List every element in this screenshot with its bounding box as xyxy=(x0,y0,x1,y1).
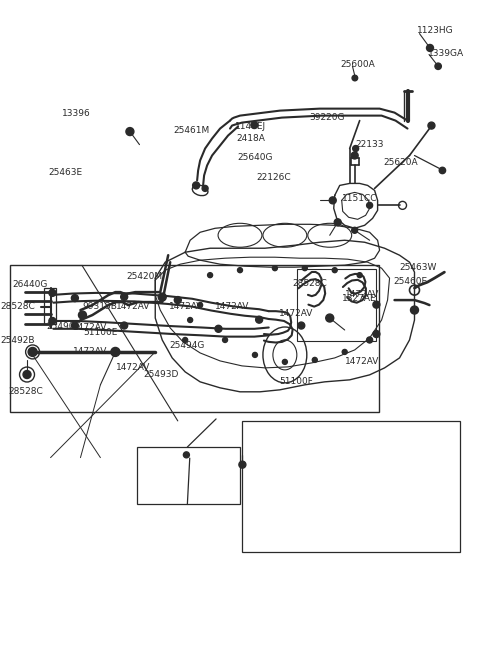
Circle shape xyxy=(357,272,362,278)
Circle shape xyxy=(120,293,128,300)
Circle shape xyxy=(174,297,181,303)
Text: 1472AV: 1472AV xyxy=(345,357,380,366)
Circle shape xyxy=(183,452,190,458)
Circle shape xyxy=(439,167,445,174)
Bar xyxy=(298,269,376,341)
Circle shape xyxy=(367,337,372,343)
Circle shape xyxy=(198,303,203,308)
Circle shape xyxy=(49,290,56,296)
Text: 22133: 22133 xyxy=(355,140,384,149)
Text: 25420M: 25420M xyxy=(126,272,162,281)
Circle shape xyxy=(342,349,347,354)
Circle shape xyxy=(252,352,257,358)
Text: 51100E: 51100E xyxy=(83,328,118,337)
Circle shape xyxy=(239,461,246,468)
Text: 28528C: 28528C xyxy=(0,302,36,311)
Text: 1472AV: 1472AV xyxy=(279,309,313,318)
Text: 1339GA: 1339GA xyxy=(428,48,464,58)
Text: 25461M: 25461M xyxy=(173,126,209,135)
Circle shape xyxy=(373,301,380,308)
Circle shape xyxy=(367,337,372,343)
Text: 1151CC: 1151CC xyxy=(341,194,377,202)
Text: 25463E: 25463E xyxy=(48,168,83,177)
Circle shape xyxy=(435,63,441,69)
Text: 1472AV: 1472AV xyxy=(215,302,250,311)
Text: 1327AE: 1327AE xyxy=(341,293,376,303)
Text: 1472AV: 1472AV xyxy=(345,290,380,299)
Circle shape xyxy=(251,122,258,128)
Text: 1140EJ: 1140EJ xyxy=(235,122,266,131)
Text: 25463W: 25463W xyxy=(399,263,436,272)
Text: 25460E: 25460E xyxy=(393,277,427,286)
Bar xyxy=(242,421,460,552)
Circle shape xyxy=(351,152,358,159)
Text: 51100F: 51100F xyxy=(279,377,313,386)
Circle shape xyxy=(120,322,128,329)
Text: 13396: 13396 xyxy=(62,109,91,118)
Circle shape xyxy=(427,45,433,52)
Text: 99313B: 99313B xyxy=(82,302,117,311)
Text: 1472AV: 1472AV xyxy=(72,346,107,356)
Circle shape xyxy=(373,331,380,337)
Text: 25492B: 25492B xyxy=(0,336,35,345)
Text: 22126C: 22126C xyxy=(257,173,291,182)
Circle shape xyxy=(126,128,134,136)
Circle shape xyxy=(72,295,78,301)
Text: 28528C: 28528C xyxy=(293,278,327,288)
Circle shape xyxy=(352,227,358,233)
Text: 25600A: 25600A xyxy=(340,60,375,69)
Text: 26440G: 26440G xyxy=(12,280,48,289)
Circle shape xyxy=(192,182,200,189)
Circle shape xyxy=(428,122,435,129)
Circle shape xyxy=(352,75,358,81)
Circle shape xyxy=(312,358,317,362)
Text: 25493D: 25493D xyxy=(144,370,179,379)
Bar xyxy=(44,288,56,324)
Circle shape xyxy=(329,197,336,204)
Circle shape xyxy=(207,272,213,278)
Circle shape xyxy=(215,326,222,332)
Circle shape xyxy=(273,266,277,271)
Text: 1472AV: 1472AV xyxy=(116,302,150,311)
Text: 1472AV: 1472AV xyxy=(116,364,150,373)
Circle shape xyxy=(188,318,192,322)
Circle shape xyxy=(282,360,288,364)
Circle shape xyxy=(72,322,78,329)
Text: 25620A: 25620A xyxy=(384,159,418,168)
Circle shape xyxy=(183,337,188,343)
Text: 1472AV: 1472AV xyxy=(169,302,204,311)
Circle shape xyxy=(410,306,419,314)
Text: 39220G: 39220G xyxy=(310,113,345,122)
Circle shape xyxy=(111,347,120,356)
Bar xyxy=(10,265,379,413)
Circle shape xyxy=(256,316,263,323)
Circle shape xyxy=(158,293,166,301)
Circle shape xyxy=(367,202,372,208)
Circle shape xyxy=(334,219,341,226)
Text: 25640G: 25640G xyxy=(238,153,273,162)
Text: 1123HG: 1123HG xyxy=(417,26,454,35)
Circle shape xyxy=(223,337,228,343)
Text: 25494G: 25494G xyxy=(169,341,204,350)
Circle shape xyxy=(78,311,86,319)
Bar xyxy=(137,447,240,504)
Circle shape xyxy=(326,314,334,322)
Circle shape xyxy=(353,145,359,151)
Circle shape xyxy=(332,268,337,272)
Circle shape xyxy=(238,268,242,272)
Text: 28528C: 28528C xyxy=(8,387,43,396)
Circle shape xyxy=(202,185,208,191)
Circle shape xyxy=(23,371,31,379)
Text: 2418A: 2418A xyxy=(237,134,265,143)
Text: 25490C: 25490C xyxy=(46,322,81,331)
Circle shape xyxy=(302,266,307,271)
Circle shape xyxy=(28,347,37,356)
Circle shape xyxy=(49,318,56,324)
Text: 1472AV: 1472AV xyxy=(72,323,107,332)
Circle shape xyxy=(298,322,305,329)
